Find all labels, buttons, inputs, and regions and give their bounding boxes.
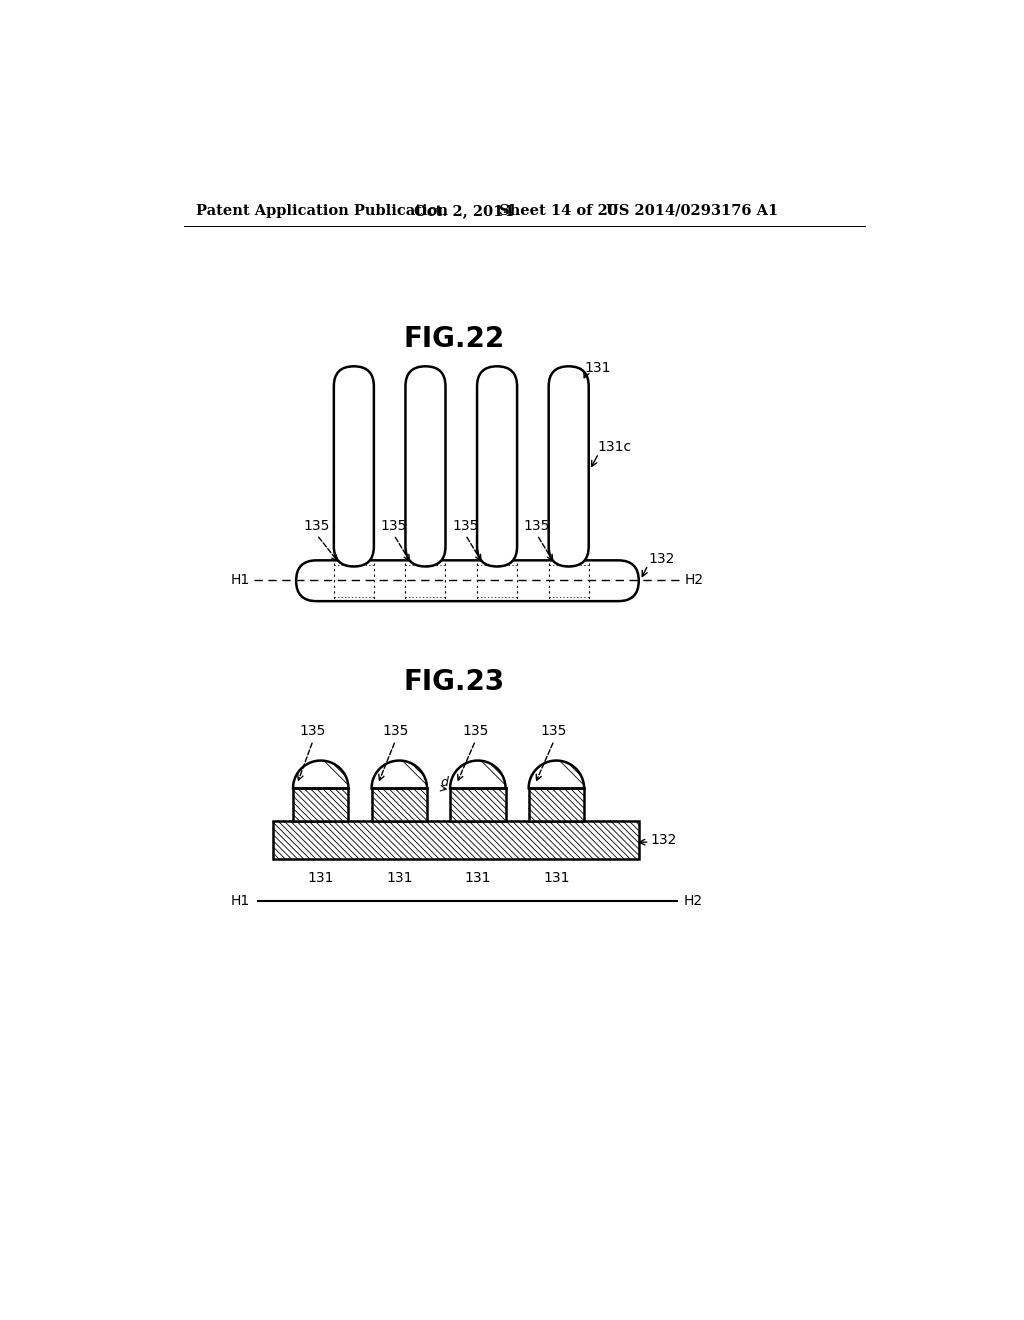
Text: 135: 135: [381, 519, 408, 533]
FancyBboxPatch shape: [477, 367, 517, 566]
Text: H1: H1: [230, 895, 250, 908]
Text: 131: 131: [543, 871, 569, 886]
Bar: [293, 788, 348, 821]
Text: 131: 131: [465, 871, 492, 886]
FancyBboxPatch shape: [296, 561, 639, 601]
Text: 135: 135: [304, 519, 330, 533]
Text: 131: 131: [307, 871, 334, 886]
Text: US 2014/0293176 A1: US 2014/0293176 A1: [606, 203, 778, 218]
Bar: [451, 788, 506, 821]
Text: Patent Application Publication: Patent Application Publication: [196, 203, 449, 218]
Text: d: d: [441, 776, 449, 788]
Text: 135: 135: [382, 725, 409, 738]
Polygon shape: [293, 760, 348, 788]
FancyBboxPatch shape: [549, 367, 589, 566]
Polygon shape: [372, 760, 427, 788]
Polygon shape: [528, 760, 584, 788]
Bar: [273, 821, 639, 859]
Bar: [372, 788, 427, 821]
Text: 132: 132: [650, 833, 677, 847]
Text: H2: H2: [685, 573, 705, 587]
Bar: [273, 821, 639, 859]
Text: H2: H2: [683, 895, 702, 908]
Text: FIG.23: FIG.23: [403, 668, 505, 696]
Text: 135: 135: [524, 519, 550, 533]
Text: 135: 135: [541, 725, 567, 738]
Bar: [372, 788, 427, 821]
FancyBboxPatch shape: [334, 367, 374, 566]
Bar: [528, 788, 584, 821]
Text: 131: 131: [585, 360, 611, 375]
Text: 131c: 131c: [597, 440, 632, 454]
Polygon shape: [451, 760, 506, 788]
Bar: [293, 788, 348, 821]
Text: 131: 131: [386, 871, 413, 886]
Bar: [528, 788, 584, 821]
Bar: [451, 788, 506, 821]
Text: 135: 135: [462, 725, 488, 738]
Text: 135: 135: [300, 725, 327, 738]
Text: Oct. 2, 2014: Oct. 2, 2014: [414, 203, 513, 218]
FancyBboxPatch shape: [406, 367, 445, 566]
Text: Sheet 14 of 20: Sheet 14 of 20: [499, 203, 617, 218]
Text: FIG.22: FIG.22: [403, 325, 505, 354]
Text: 135: 135: [453, 519, 478, 533]
Text: 132: 132: [648, 552, 675, 566]
Text: H1: H1: [230, 573, 250, 587]
